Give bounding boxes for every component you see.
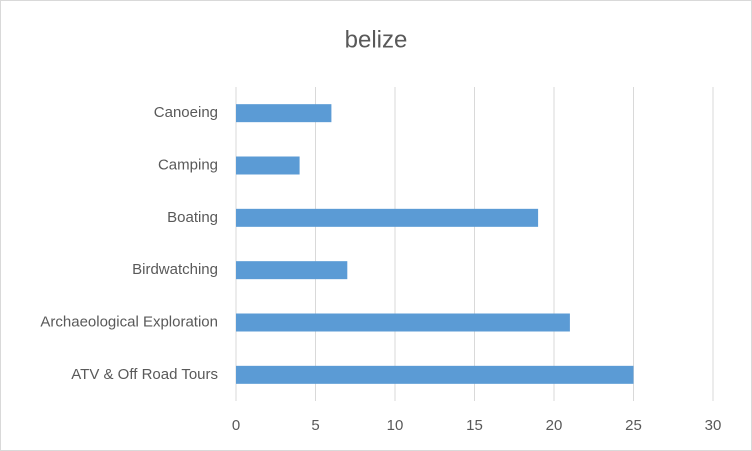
y-tick-label: Boating (167, 209, 218, 226)
x-tick-label: 10 (387, 417, 404, 434)
bar (236, 365, 634, 384)
x-tick-label: 15 (466, 417, 483, 434)
bar (236, 261, 348, 280)
x-tick-label: 30 (705, 417, 722, 434)
y-tick-label: Canoeing (154, 104, 218, 121)
chart-title: belize (345, 26, 408, 53)
y-tick-label: Camping (158, 156, 218, 173)
bar (236, 156, 300, 175)
bar (236, 208, 539, 227)
bar (236, 313, 570, 332)
y-tick-label: Birdwatching (132, 261, 218, 278)
x-tick-label: 0 (232, 417, 240, 434)
y-tick-label: ATV & Off Road Tours (71, 366, 218, 383)
x-tick-label: 5 (311, 417, 319, 434)
x-tick-label: 20 (546, 417, 563, 434)
bar (236, 104, 332, 123)
y-tick-label: Archaeological Exploration (40, 313, 218, 330)
x-tick-label: 25 (625, 417, 642, 434)
